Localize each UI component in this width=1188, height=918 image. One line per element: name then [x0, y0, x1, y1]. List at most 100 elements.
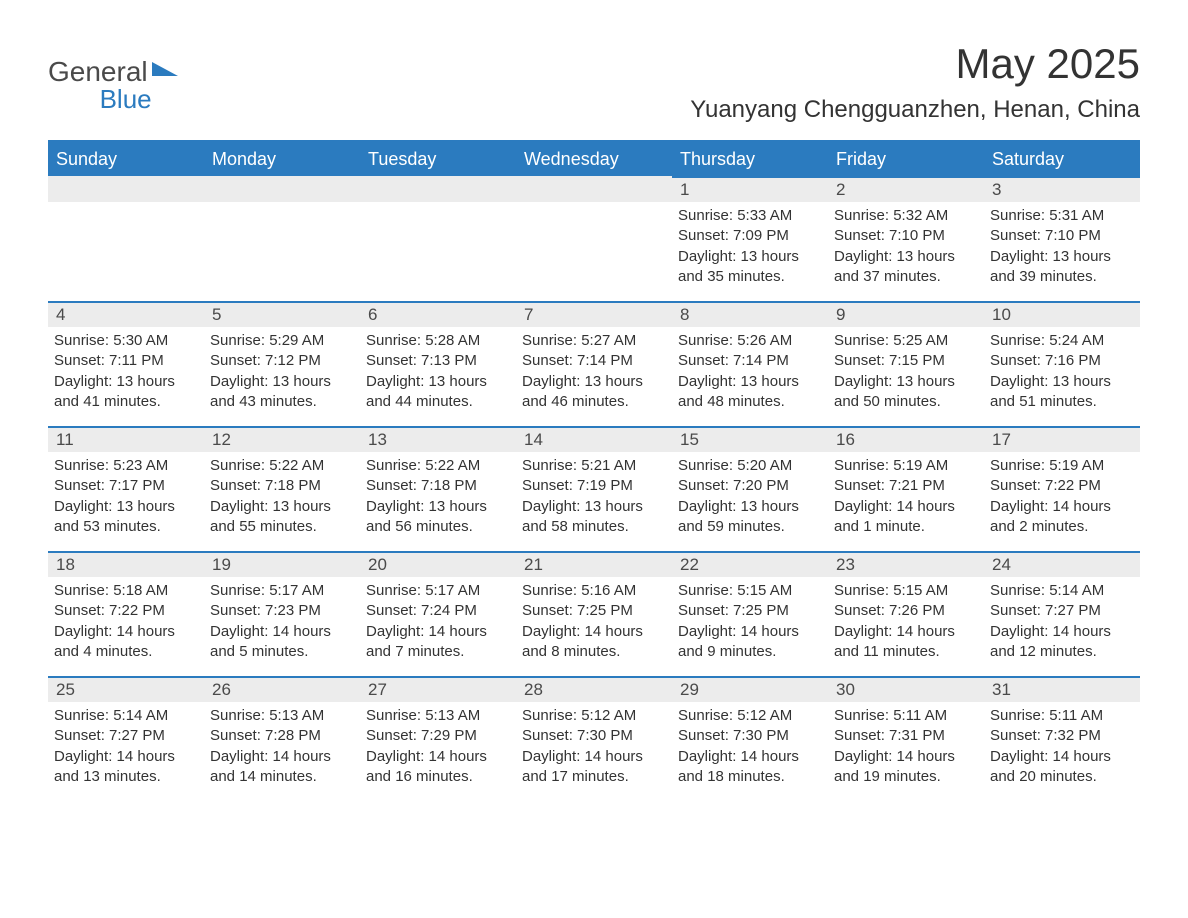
day-number-cell: 25 [48, 676, 204, 702]
calendar-head: SundayMondayTuesdayWednesdayThursdayFrid… [48, 142, 1140, 177]
day-content [516, 202, 672, 220]
day-number-cell: 21 [516, 551, 672, 577]
day-content: Sunrise: 5:16 AMSunset: 7:25 PMDaylight:… [516, 577, 672, 676]
day-number: 3 [984, 176, 1140, 202]
header: General Blue May 2025 Yuanyang Chengguan… [48, 40, 1140, 136]
day-content: Sunrise: 5:19 AMSunset: 7:21 PMDaylight:… [828, 452, 984, 551]
day-content: Sunrise: 5:28 AMSunset: 7:13 PMDaylight:… [360, 327, 516, 426]
day-number-cell: 18 [48, 551, 204, 577]
day-content: Sunrise: 5:20 AMSunset: 7:20 PMDaylight:… [672, 452, 828, 551]
day-content-cell: Sunrise: 5:13 AMSunset: 7:28 PMDaylight:… [204, 702, 360, 801]
day-number: 4 [48, 301, 204, 327]
day-content: Sunrise: 5:24 AMSunset: 7:16 PMDaylight:… [984, 327, 1140, 426]
day-content-cell: Sunrise: 5:11 AMSunset: 7:31 PMDaylight:… [828, 702, 984, 801]
day-number: 22 [672, 551, 828, 577]
day-number-cell: 28 [516, 676, 672, 702]
calendar-body: 12 3 Sunrise: 5:33 AMSunset: 7:09 PMDaylig… [48, 176, 1140, 801]
day-number-cell: 31 [984, 676, 1140, 702]
day-header: Wednesday [516, 142, 672, 177]
day-content-cell: Sunrise: 5:24 AMSunset: 7:16 PMDaylight:… [984, 327, 1140, 426]
day-content: Sunrise: 5:11 AMSunset: 7:32 PMDaylight:… [984, 702, 1140, 801]
day-content: Sunrise: 5:17 AMSunset: 7:24 PMDaylight:… [360, 577, 516, 676]
day-content: Sunrise: 5:15 AMSunset: 7:25 PMDaylight:… [672, 577, 828, 676]
day-content: Sunrise: 5:14 AMSunset: 7:27 PMDaylight:… [48, 702, 204, 801]
day-content: Sunrise: 5:12 AMSunset: 7:30 PMDaylight:… [516, 702, 672, 801]
day-content: Sunrise: 5:18 AMSunset: 7:22 PMDaylight:… [48, 577, 204, 676]
day-content-cell: Sunrise: 5:12 AMSunset: 7:30 PMDaylight:… [516, 702, 672, 801]
day-content-cell: Sunrise: 5:23 AMSunset: 7:17 PMDaylight:… [48, 452, 204, 551]
week-content-row: Sunrise: 5:14 AMSunset: 7:27 PMDaylight:… [48, 702, 1140, 801]
month-title: May 2025 [690, 40, 1140, 88]
day-content-cell: Sunrise: 5:17 AMSunset: 7:23 PMDaylight:… [204, 577, 360, 676]
day-number [516, 176, 672, 202]
day-content: Sunrise: 5:31 AMSunset: 7:10 PMDaylight:… [984, 202, 1140, 301]
week-daynum-row: 25262728293031 [48, 676, 1140, 702]
day-number: 10 [984, 301, 1140, 327]
day-content: Sunrise: 5:13 AMSunset: 7:28 PMDaylight:… [204, 702, 360, 801]
day-number-cell: 3 [984, 176, 1140, 202]
day-content-cell: Sunrise: 5:13 AMSunset: 7:29 PMDaylight:… [360, 702, 516, 801]
day-number: 5 [204, 301, 360, 327]
week-daynum-row: 45678910 [48, 301, 1140, 327]
day-number-cell [48, 176, 204, 202]
day-number: 6 [360, 301, 516, 327]
day-number-cell: 29 [672, 676, 828, 702]
calendar-table: SundayMondayTuesdayWednesdayThursdayFrid… [48, 140, 1140, 801]
day-number-cell: 11 [48, 426, 204, 452]
day-content: Sunrise: 5:25 AMSunset: 7:15 PMDaylight:… [828, 327, 984, 426]
day-content-cell: Sunrise: 5:14 AMSunset: 7:27 PMDaylight:… [48, 702, 204, 801]
day-number-cell: 19 [204, 551, 360, 577]
day-number [204, 176, 360, 202]
logo-triangle-icon [152, 62, 178, 76]
day-content-cell: Sunrise: 5:22 AMSunset: 7:18 PMDaylight:… [204, 452, 360, 551]
day-content: Sunrise: 5:26 AMSunset: 7:14 PMDaylight:… [672, 327, 828, 426]
day-number: 16 [828, 426, 984, 452]
day-number-cell: 24 [984, 551, 1140, 577]
day-number: 28 [516, 676, 672, 702]
week-content-row: Sunrise: 5:33 AMSunset: 7:09 PMDaylight:… [48, 202, 1140, 301]
day-content-cell: Sunrise: 5:18 AMSunset: 7:22 PMDaylight:… [48, 577, 204, 676]
day-number-cell [204, 176, 360, 202]
day-content-cell: Sunrise: 5:19 AMSunset: 7:22 PMDaylight:… [984, 452, 1140, 551]
day-content: Sunrise: 5:27 AMSunset: 7:14 PMDaylight:… [516, 327, 672, 426]
day-content-cell [516, 202, 672, 301]
day-number-cell: 9 [828, 301, 984, 327]
day-content-cell: Sunrise: 5:15 AMSunset: 7:25 PMDaylight:… [672, 577, 828, 676]
day-number: 26 [204, 676, 360, 702]
day-number: 15 [672, 426, 828, 452]
day-number-cell: 7 [516, 301, 672, 327]
day-header: Saturday [984, 142, 1140, 177]
day-content-cell: Sunrise: 5:21 AMSunset: 7:19 PMDaylight:… [516, 452, 672, 551]
location: Yuanyang Chengguanzhen, Henan, China [690, 96, 1140, 124]
day-content: Sunrise: 5:33 AMSunset: 7:09 PMDaylight:… [672, 202, 828, 301]
day-content: Sunrise: 5:13 AMSunset: 7:29 PMDaylight:… [360, 702, 516, 801]
week-daynum-row: 11121314151617 [48, 426, 1140, 452]
day-number: 12 [204, 426, 360, 452]
title-block: May 2025 Yuanyang Chengguanzhen, Henan, … [690, 40, 1140, 136]
day-content-cell: Sunrise: 5:25 AMSunset: 7:15 PMDaylight:… [828, 327, 984, 426]
day-number-cell: 17 [984, 426, 1140, 452]
day-content-cell: Sunrise: 5:12 AMSunset: 7:30 PMDaylight:… [672, 702, 828, 801]
day-content-cell: Sunrise: 5:28 AMSunset: 7:13 PMDaylight:… [360, 327, 516, 426]
day-content: Sunrise: 5:29 AMSunset: 7:12 PMDaylight:… [204, 327, 360, 426]
day-number-cell [516, 176, 672, 202]
day-header: Sunday [48, 142, 204, 177]
day-content-cell: Sunrise: 5:15 AMSunset: 7:26 PMDaylight:… [828, 577, 984, 676]
day-content-cell [204, 202, 360, 301]
day-number: 13 [360, 426, 516, 452]
day-number-cell: 14 [516, 426, 672, 452]
day-number-cell: 20 [360, 551, 516, 577]
day-header: Tuesday [360, 142, 516, 177]
day-number-cell: 16 [828, 426, 984, 452]
day-content: Sunrise: 5:14 AMSunset: 7:27 PMDaylight:… [984, 577, 1140, 676]
day-number-cell: 13 [360, 426, 516, 452]
day-content [204, 202, 360, 220]
week-daynum-row: 18192021222324 [48, 551, 1140, 577]
day-content-cell: Sunrise: 5:17 AMSunset: 7:24 PMDaylight:… [360, 577, 516, 676]
day-content-cell: Sunrise: 5:14 AMSunset: 7:27 PMDaylight:… [984, 577, 1140, 676]
day-number-cell [360, 176, 516, 202]
day-number-cell: 1 [672, 176, 828, 202]
day-number: 17 [984, 426, 1140, 452]
day-content-cell: Sunrise: 5:11 AMSunset: 7:32 PMDaylight:… [984, 702, 1140, 801]
day-content: Sunrise: 5:22 AMSunset: 7:18 PMDaylight:… [360, 452, 516, 551]
